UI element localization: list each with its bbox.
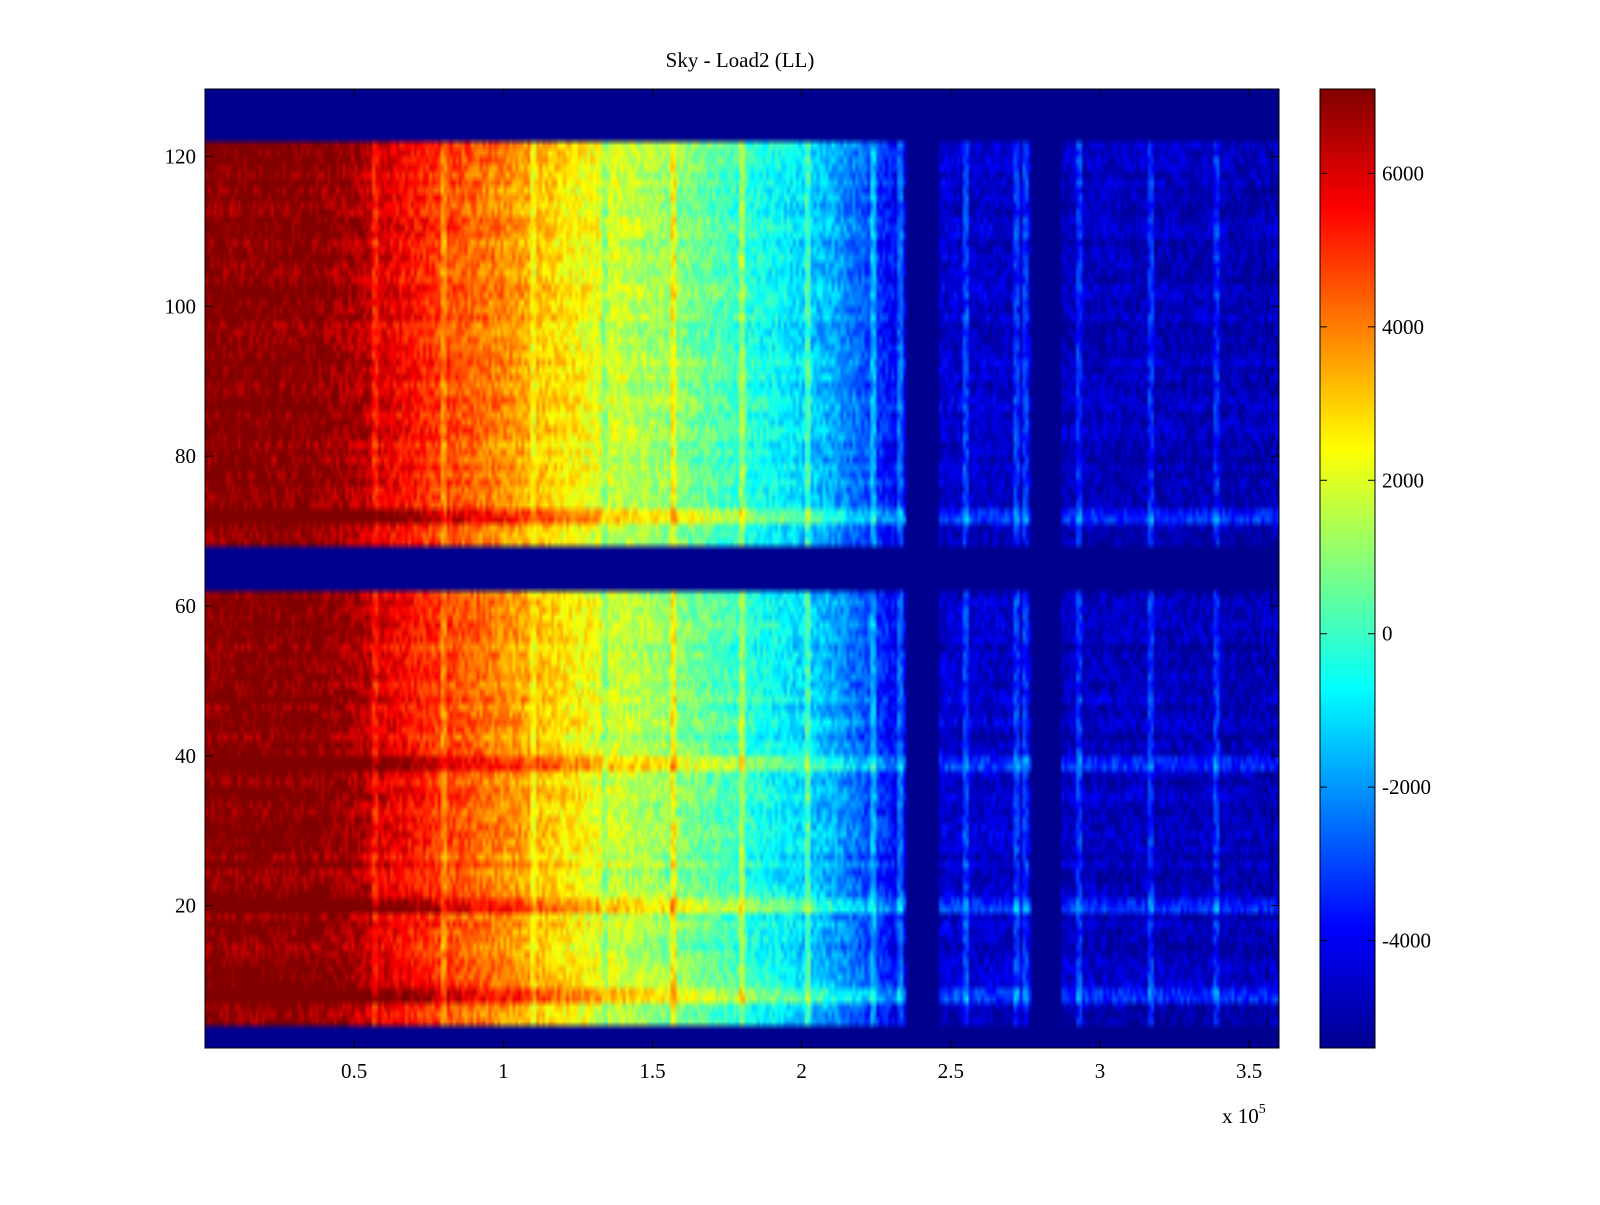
y-tick-label: 20 — [175, 894, 196, 918]
x-tick-label: 3.5 — [1236, 1059, 1262, 1083]
colorbar: -4000 -2000 0 2000 4000 6000 — [1319, 88, 1431, 1049]
y-tick-label: 80 — [175, 444, 196, 468]
chart-title: Sky - Load2 (LL) — [666, 48, 815, 72]
plot-frame — [204, 88, 1280, 1049]
colorbar-ticks: -4000 -2000 0 2000 4000 6000 — [1320, 161, 1431, 953]
x-exponent-base: x 10 — [1222, 1104, 1259, 1128]
x-tick-label: 1.5 — [639, 1059, 665, 1083]
plot-area: 0.5 1 1.5 2 2.5 3 3.5 20 40 60 80 100 120 x 105 — [165, 88, 1280, 1128]
colorbar-gradient — [1320, 89, 1375, 1048]
x-tick-label: 2 — [796, 1059, 807, 1083]
x-tick-label: 2.5 — [938, 1059, 964, 1083]
x-axis-exponent-label: x 105 — [1222, 1102, 1266, 1128]
y-tick-label: 120 — [165, 144, 197, 168]
colorbar-tick-label: 0 — [1382, 622, 1393, 646]
colorbar-tick-label: 4000 — [1382, 315, 1424, 339]
x-tick-label: 0.5 — [341, 1059, 367, 1083]
colorbar-tick-label: 6000 — [1382, 161, 1424, 185]
y-tick-label: 60 — [175, 594, 196, 618]
y-axis: 20 40 60 80 100 120 — [165, 144, 1279, 918]
x-tick-label: 1 — [498, 1059, 509, 1083]
colorbar-frame — [1319, 88, 1376, 1049]
y-tick-label: 100 — [165, 294, 197, 318]
colorbar-tick-label: 2000 — [1382, 468, 1424, 492]
colorbar-tick-label: -4000 — [1382, 929, 1431, 953]
colorbar-tick-label: -2000 — [1382, 775, 1431, 799]
y-tick-label: 40 — [175, 744, 196, 768]
x-tick-label: 3 — [1095, 1059, 1106, 1083]
x-exponent-power: 5 — [1259, 1102, 1266, 1117]
x-axis: 0.5 1 1.5 2 2.5 3 3.5 — [341, 89, 1262, 1083]
heatmap-raster — [205, 89, 1279, 1048]
